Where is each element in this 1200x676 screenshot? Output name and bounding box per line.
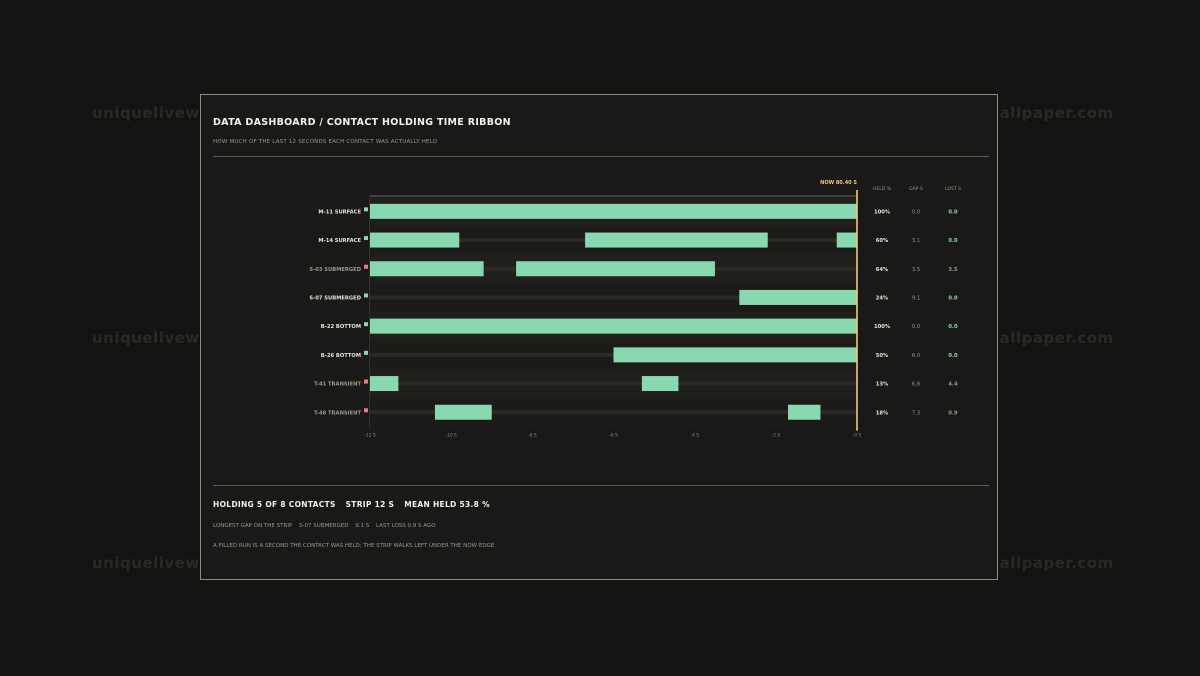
- gap-value: 0.0: [912, 324, 920, 330]
- status-marker: [364, 379, 368, 384]
- x-tick-label: -4 S: [690, 433, 699, 439]
- held-run-bar: [370, 318, 857, 334]
- held-pct-value: 24%: [876, 295, 889, 301]
- row-track: [370, 410, 857, 415]
- held-pct-value: 13%: [876, 382, 889, 388]
- page-subtitle: HOW MUCH OF THE LAST 12 SECONDS EACH CON…: [213, 139, 438, 145]
- held-run-bar: [370, 376, 399, 392]
- held-run-bar: [516, 261, 715, 277]
- lost-value: 3.5: [948, 267, 958, 273]
- column-header: HELD %: [873, 186, 892, 192]
- held-run-bar: [739, 289, 857, 305]
- column-header: GAP S: [909, 186, 923, 192]
- column-header: LOST S: [945, 186, 961, 192]
- row-track: [370, 381, 857, 386]
- mean-held: MEAN HELD 53.8 %: [404, 500, 490, 509]
- longest-gap-contact: S-07 SUBMERGED: [299, 523, 349, 529]
- footnote: A FILLED RUN IS A SECOND THE CONTACT WAS…: [213, 543, 495, 549]
- gap-value: 6.8: [912, 382, 920, 388]
- strip-length: STRIP 12 S: [345, 500, 395, 509]
- x-tick-label: -12 S: [364, 433, 376, 439]
- dashboard-panel: DATA DASHBOARD / CONTACT HOLDING TIME RI…: [200, 94, 998, 580]
- longest-gap-label: LONGEST GAP ON THE STRIP: [213, 523, 293, 529]
- divider: [213, 485, 989, 486]
- contact-label: T-48 TRANSIENT: [314, 410, 361, 416]
- lost-value: 4.4: [948, 382, 958, 388]
- holding-count: HOLDING 5 OF 8 CONTACTS: [213, 500, 336, 509]
- contact-label: M-14 SURFACE: [318, 238, 361, 244]
- contact-label: S-07 SUBMERGED: [309, 295, 361, 301]
- lost-value: 0.9: [948, 410, 958, 416]
- status-marker: [364, 408, 368, 413]
- gap-value: 6.0: [912, 353, 920, 359]
- held-run-bar: [641, 376, 679, 392]
- now-label: NOW 80.40 S: [820, 180, 857, 186]
- held-pct-value: 50%: [876, 353, 889, 359]
- held-run-bar: [836, 232, 857, 248]
- lost-value: 0.0: [948, 324, 958, 330]
- held-run-bar: [370, 261, 484, 277]
- contact-label: B-26 BOTTOM: [321, 353, 361, 359]
- held-pct-value: 100%: [874, 324, 891, 330]
- gap-value: 3.1: [912, 238, 920, 244]
- held-run-bar: [370, 232, 460, 248]
- status-marker: [364, 207, 368, 212]
- last-loss: LAST LOSS 0.9 S AGO: [376, 523, 436, 529]
- lost-value: 0.0: [948, 295, 958, 301]
- x-tick-label: -6 S: [609, 433, 618, 439]
- held-run-bar: [434, 404, 492, 420]
- held-pct-value: 18%: [876, 410, 889, 416]
- status-marker: [364, 293, 368, 298]
- held-pct-value: 60%: [876, 238, 889, 244]
- lost-value: 0.0: [948, 209, 958, 215]
- status-marker: [364, 264, 368, 269]
- status-marker: [364, 322, 368, 327]
- lost-value: 0.0: [948, 238, 958, 244]
- gap-value: 9.1: [912, 295, 920, 301]
- contact-label: B-22 BOTTOM: [321, 324, 361, 330]
- gap-value: 0.0: [912, 209, 920, 215]
- contact-label: T-41 TRANSIENT: [314, 382, 361, 388]
- summary-stats: HOLDING 5 OF 8 CONTACTS STRIP 12 S MEAN …: [213, 500, 497, 509]
- row-track: [370, 295, 857, 300]
- gap-value: 3.5: [912, 267, 920, 273]
- gap-value: 7.3: [912, 410, 920, 416]
- status-marker: [364, 350, 368, 355]
- divider: [213, 156, 989, 157]
- longest-gap-note: LONGEST GAP ON THE STRIP S-07 SUBMERGED …: [213, 523, 441, 529]
- x-tick-label: -0 S: [853, 433, 862, 439]
- holding-ribbon-chart: M-11 SURFACE 100% 0.0 0.0 M-14 SURFACE 60% 3.1…: [309, 180, 961, 439]
- held-run-bar: [370, 203, 857, 219]
- x-tick-label: -2 S: [772, 433, 781, 439]
- held-run-bar: [585, 232, 768, 248]
- status-marker: [364, 236, 368, 241]
- held-run-bar: [613, 347, 857, 363]
- held-run-bar: [788, 404, 821, 420]
- held-pct-value: 100%: [874, 209, 891, 215]
- held-pct-value: 64%: [876, 267, 889, 273]
- longest-gap-value: 9.1 S: [355, 523, 370, 529]
- contact-label: M-11 SURFACE: [318, 209, 361, 215]
- lost-value: 0.0: [948, 353, 958, 359]
- contact-label: S-03 SUBMERGED: [309, 267, 361, 273]
- page-title: DATA DASHBOARD / CONTACT HOLDING TIME RI…: [213, 117, 511, 128]
- x-tick-label: -8 S: [528, 433, 537, 439]
- x-tick-label: -10 S: [445, 433, 457, 439]
